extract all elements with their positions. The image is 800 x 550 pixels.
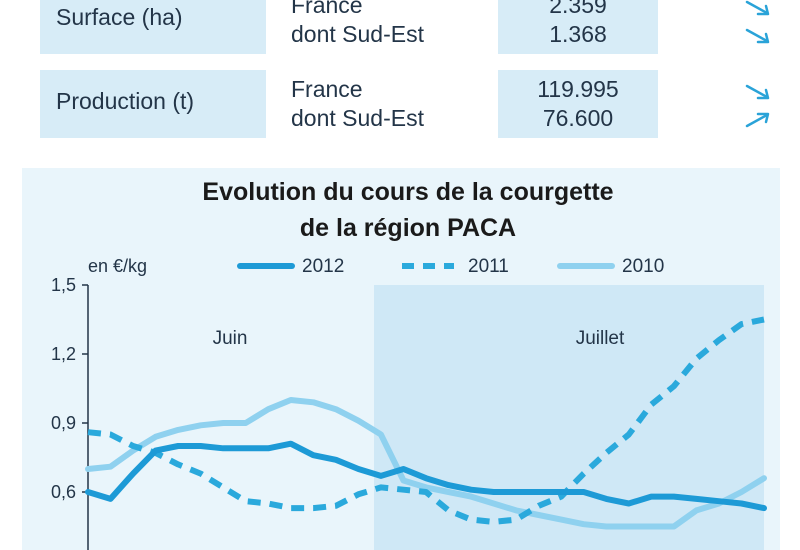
arrow-down-icon (745, 0, 770, 16)
arrow-down-icon (745, 84, 770, 100)
arrow-up-icon (745, 112, 770, 128)
statistics-table: Surface (ha) France dont Sud-Est 2.359 1… (40, 0, 780, 140)
value-france: 119.995 (537, 76, 619, 102)
series-line-2012 (85, 440, 767, 512)
trend-cell (658, 70, 780, 138)
legend-label-2011: 2011 (468, 256, 509, 277)
value-france: 2.359 (549, 0, 607, 18)
value-sud-est: 76.600 (542, 105, 614, 131)
arrow-down-icon (745, 28, 770, 44)
table-row-surface: Surface (ha) France dont Sud-Est 2.359 1… (40, 0, 780, 54)
scope-france: France (291, 76, 363, 102)
value-cell: 119.995 76.600 (498, 70, 658, 138)
y-tick-label: 1,5 (51, 275, 76, 295)
series-line-2010 (85, 397, 767, 530)
period-label-juin: Juin (213, 328, 248, 349)
value-cell: 2.359 1.368 (498, 0, 658, 54)
trend-cell (658, 0, 780, 54)
row-label: Production (t) (56, 88, 195, 114)
legend-label-2012: 2012 (302, 256, 344, 277)
series-layer (85, 316, 767, 530)
y-tick-label: 0,9 (51, 413, 76, 433)
chart-title-line-1: Evolution du cours de la courgette (202, 178, 613, 206)
value-sud-est: 1.368 (549, 21, 607, 47)
y-tick-label: 1,2 (51, 344, 76, 364)
row-label-cell: Surface (ha) (40, 0, 266, 54)
scope-cell: France dont Sud-Est (266, 0, 498, 54)
row-label: Surface (ha) (56, 4, 183, 30)
table-row-production: Production (t) France dont Sud-Est 119.9… (40, 70, 780, 138)
series-line-2011 (87, 316, 765, 525)
chart-title-line-2: de la région PACA (300, 214, 516, 242)
row-label-cell: Production (t) (40, 70, 266, 138)
y-axis-label: en €/kg (88, 256, 147, 276)
scope-france: France (291, 0, 363, 18)
scope-sud-est: dont Sud-Est (291, 105, 424, 131)
line-chart: Evolution du cours de la courgette de la… (51, 178, 767, 550)
y-tick-label: 0,6 (51, 482, 76, 502)
legend-label-2010: 2010 (622, 256, 664, 277)
period-label-juillet: Juillet (576, 328, 625, 349)
scope-cell: France dont Sud-Est (266, 70, 498, 138)
scope-sud-est: dont Sud-Est (291, 21, 424, 47)
chart-panel: Evolution du cours de la courgette de la… (22, 168, 780, 550)
legend: 2012 2011 2010 (237, 256, 664, 277)
y-axis-ticks: 1,51,20,90,60,3 (51, 275, 88, 502)
